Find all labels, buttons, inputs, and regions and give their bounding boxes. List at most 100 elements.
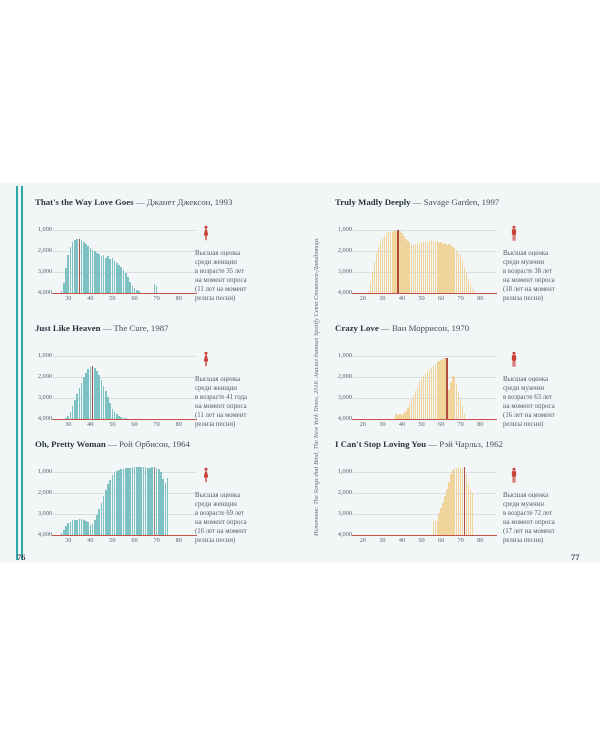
histogram-bar [74, 400, 76, 419]
song-title: Oh, Pretty Woman [35, 439, 106, 449]
x-axis-tick-label: 70 [457, 537, 464, 544]
histogram-bar [76, 520, 78, 535]
histogram-bar [144, 467, 147, 535]
histogram-bar [98, 374, 100, 419]
annotation-aside: Высшая оценка среди женщин в возрасте 69… [195, 467, 285, 546]
histogram-bar [456, 250, 458, 293]
histogram-bar [135, 289, 138, 293]
histogram-bar [450, 474, 452, 535]
histogram-bar [82, 241, 85, 293]
histogram-bar [105, 490, 107, 535]
y-gridline [353, 398, 496, 400]
histogram-bar [71, 520, 74, 535]
x-axis-tick-label: 80 [477, 295, 484, 302]
histogram-bar [87, 245, 89, 293]
histogram-bar [96, 515, 98, 535]
x-axis-baseline [52, 292, 197, 294]
histogram-bar [436, 241, 438, 293]
histogram-bar [118, 470, 120, 535]
histogram-bar [432, 365, 434, 419]
y-gridline [53, 356, 196, 358]
x-axis-tick-label: 70 [457, 421, 464, 428]
histogram-bar [113, 473, 116, 535]
histogram-bar [420, 379, 423, 419]
x-axis-tick-label: 30 [65, 295, 72, 302]
histogram-bar [111, 258, 114, 293]
histogram-plot: 1,000 2,000 3,000 4,000 30 40 50 60 70 80 [38, 348, 197, 428]
histogram-bar [63, 529, 65, 535]
man-icon [511, 225, 517, 241]
histogram-bar [450, 245, 452, 293]
histogram-bar [403, 412, 405, 419]
peak-age-marker-bar [78, 238, 81, 293]
histogram-bar [65, 525, 67, 535]
y-gridline [353, 356, 496, 358]
histogram-bar [473, 291, 476, 293]
histogram-bar [80, 239, 83, 293]
histogram-bar [69, 521, 72, 535]
y-gridline [53, 514, 196, 516]
histogram-bar [414, 244, 417, 293]
histogram-bar [87, 368, 89, 419]
histogram-bar [438, 242, 440, 293]
histogram-bar [454, 375, 456, 419]
x-axis-tick-label: 40 [87, 421, 94, 428]
annotation-aside: Высшая оценка среди мужчин в возрасте 72… [503, 467, 589, 546]
x-axis-tick-label: 70 [153, 537, 160, 544]
histogram-bar [395, 230, 397, 293]
histogram-bar [428, 369, 431, 419]
x-axis-tick-label: 40 [398, 295, 406, 302]
peak-age-marker-bar [91, 365, 94, 419]
y-axis-tick-label: 2,000 [37, 373, 52, 381]
histogram-bar [467, 279, 470, 293]
histogram-bar [67, 522, 70, 535]
histogram-bar [116, 262, 118, 293]
artist-year: Рой Орбисон, 1964 [119, 439, 190, 449]
y-gridline [53, 251, 196, 253]
x-axis-tick-label: 20 [359, 537, 366, 544]
histogram-bar [413, 394, 415, 419]
histogram-bar [118, 264, 120, 293]
histogram-bar [407, 240, 409, 293]
histogram-plot: 1,000 2,000 3,000 4,000 30 40 50 60 70 80 [38, 222, 197, 302]
histogram-bar [120, 469, 123, 535]
histogram-bar [440, 359, 442, 419]
peak-age-annotation: Высшая оценка среди мужчин в возрасте 38… [503, 250, 555, 302]
y-axis-tick-label: 4,000 [337, 415, 352, 422]
histogram-plot: 1,000 2,000 3,000 4,000 20 30 40 50 60 70 80 [338, 464, 497, 544]
histogram-bar [450, 382, 452, 419]
peak-age-marker-bar [446, 358, 448, 419]
content-band [0, 183, 600, 563]
histogram-bar [113, 260, 116, 293]
x-axis-tick-label: 50 [418, 537, 425, 544]
song-title: I Can't Stop Loving You [335, 439, 427, 449]
man-icon [511, 351, 517, 367]
histogram-bar [418, 382, 421, 419]
histogram-plot: 1,000 2,000 3,000 4,000 20 30 40 50 60 70 80 [338, 222, 497, 302]
histogram-bar [444, 242, 446, 293]
histogram-bar [111, 475, 114, 535]
artist-year: Рэй Чарльз, 1962 [439, 439, 503, 449]
histogram-bar [107, 256, 109, 293]
x-axis-tick-label: 20 [359, 421, 366, 428]
histogram-bar [96, 252, 98, 293]
histogram-bar [102, 496, 105, 535]
chart-block-i-cant-stop-loving-you: I Can't Stop Loving You — Рэй Чарльз, 19… [335, 439, 587, 557]
y-axis-tick-label: 4,000 [37, 531, 52, 538]
song-title: That's the Way Love Goes [35, 197, 134, 207]
histogram-bar [405, 238, 407, 293]
histogram-bar [67, 415, 70, 419]
histogram-bar [414, 390, 417, 419]
histogram-bar [164, 482, 167, 535]
x-axis-tick-label: 30 [379, 421, 386, 428]
y-gridline [353, 377, 496, 379]
histogram-bar [461, 468, 464, 535]
man-icon [511, 467, 517, 483]
histogram-bar [371, 271, 374, 293]
histogram-bar [80, 382, 83, 419]
y-axis-tick-label: 1,000 [37, 468, 52, 476]
histogram-bar [397, 415, 399, 419]
histogram-bar [403, 235, 405, 293]
histogram-bar [149, 467, 151, 535]
histogram-bar [385, 233, 387, 293]
